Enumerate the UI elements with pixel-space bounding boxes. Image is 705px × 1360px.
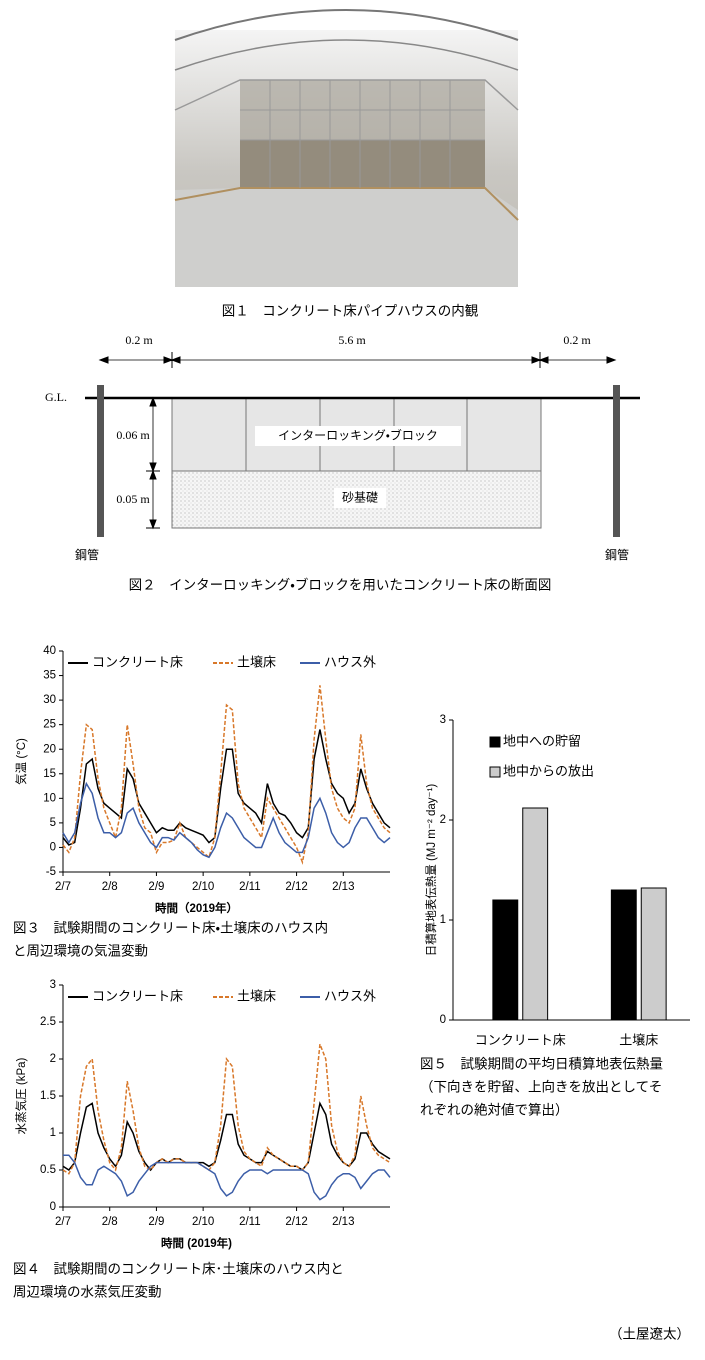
layer-label: 砂基礎 [342, 491, 378, 505]
series-line [62, 685, 391, 865]
y-tick-label: 35 [43, 670, 56, 682]
y-tick-label: 1.5 [40, 1090, 56, 1102]
figure-caption: 図５ 試験期間の平均日積算地表伝熱量 [420, 1057, 663, 1073]
bar [522, 807, 549, 1021]
pipe-label: 鋼管 [605, 547, 629, 562]
legend-label: コンクリート床 [92, 656, 183, 671]
figure-caption: 図３ 試験期間のコンクリート床・土壌床のハウス内 [13, 921, 328, 937]
x-tick-label: 2/12 [285, 1216, 307, 1228]
y-tick-label: 2 [50, 1053, 56, 1065]
x-tick-label: 2/11 [239, 881, 261, 893]
x-axis-title: 時間 (2019年) [161, 1236, 232, 1250]
bar [610, 889, 637, 1021]
layer-label: インターロッキング・ブロック [278, 428, 438, 443]
pipe-label: 鋼管 [75, 547, 99, 562]
series-line [62, 1043, 391, 1175]
dimension-label: 5.6 m [338, 333, 366, 347]
x-tick-label: 2/7 [55, 1216, 71, 1228]
x-tick-label: 2/10 [192, 1216, 214, 1228]
legend-label: ハウス外 [324, 990, 376, 1005]
series-line [62, 1101, 391, 1172]
y-tick-label: 2.5 [40, 1016, 56, 1028]
x-tick-label: 2/13 [332, 1216, 354, 1228]
dimension-label: 0.2 m [125, 333, 153, 347]
y-axis-title: 日積算地表伝熱量 (MJ m⁻² day⁻¹) [424, 784, 438, 957]
legend-label: 土壌床 [237, 990, 276, 1005]
figure-caption: 図４ 試験期間のコンクリート床･土壌床のハウス内と [13, 1262, 344, 1278]
y-tick-label: 5 [50, 817, 56, 829]
x-tick-label: 2/9 [148, 1216, 164, 1228]
x-tick-label: 2/9 [148, 881, 164, 893]
x-tick-label: 2/8 [102, 881, 118, 893]
author: （土屋遼太） [609, 1327, 690, 1343]
figure-caption: 図１ コンクリート床パイプハウスの内観 [222, 304, 479, 320]
legend-label: コンクリート床 [92, 990, 183, 1005]
y-tick-label: 1 [50, 1127, 56, 1139]
y-tick-label: 40 [43, 645, 56, 657]
y-axis-title: 水蒸気圧 (kPa) [14, 1057, 28, 1134]
series-line [63, 1154, 391, 1201]
y-tick-label: 15 [43, 768, 56, 780]
dimension-label: 0.2 m [563, 333, 591, 347]
bar [640, 887, 667, 1021]
series-line [62, 729, 391, 846]
x-tick-label: 土壌床 [619, 1034, 658, 1049]
figure-caption: と周辺環境の気温変動 [13, 944, 148, 960]
legend-label: 地中からの放出 [503, 765, 594, 780]
series-line [62, 781, 391, 859]
x-tick-label: コンクリート床 [475, 1034, 566, 1049]
x-tick-label: 2/10 [192, 881, 214, 893]
y-tick-label: 0 [50, 841, 56, 853]
legend-label: 土壌床 [237, 656, 276, 671]
y-tick-label: 2 [440, 814, 446, 826]
figure-caption: れぞれの絶対値で算出） [420, 1102, 569, 1119]
y-axis-title: 気温 (°C) [14, 738, 28, 785]
x-tick-label: 2/11 [239, 1216, 261, 1228]
figure-caption: 周辺環境の水蒸気圧変動 [13, 1285, 162, 1301]
figure-caption: 図２ インターロッキング・ブロックを用いたコンクリート床の断面図 [129, 577, 552, 594]
y-tick-label: 20 [43, 743, 56, 755]
cross-section-diagram [85, 352, 640, 537]
x-axis-title: 時間（2019年） [155, 901, 238, 915]
y-tick-label: 30 [43, 694, 56, 706]
depth-label: 0.06 m [116, 428, 150, 442]
greenhouse-photo [174, 9, 519, 287]
legend-label: 地中への貯留 [503, 735, 581, 750]
bar [492, 899, 519, 1021]
y-tick-label: -5 [46, 866, 56, 878]
ground-label: G.L. [45, 390, 67, 404]
legend-swatch [489, 766, 501, 778]
depth-label: 0.05 m [116, 492, 150, 506]
x-tick-label: 2/12 [285, 881, 307, 893]
y-tick-label: 3 [440, 714, 446, 726]
y-tick-label: 0 [440, 1014, 446, 1026]
x-tick-label: 2/8 [102, 1216, 118, 1228]
y-tick-label: 1 [440, 914, 446, 926]
y-tick-label: 10 [43, 792, 56, 804]
figure-caption: （下向きを貯留、上向きを放出としてそ [420, 1080, 662, 1096]
x-tick-label: 2/7 [55, 881, 71, 893]
y-tick-label: 3 [50, 979, 56, 991]
y-tick-label: 25 [43, 719, 56, 731]
y-tick-label: 0 [50, 1201, 56, 1213]
legend-label: ハウス外 [324, 656, 376, 671]
x-tick-label: 2/13 [332, 881, 354, 893]
legend-swatch [489, 736, 501, 748]
y-tick-label: 0.5 [40, 1164, 56, 1176]
